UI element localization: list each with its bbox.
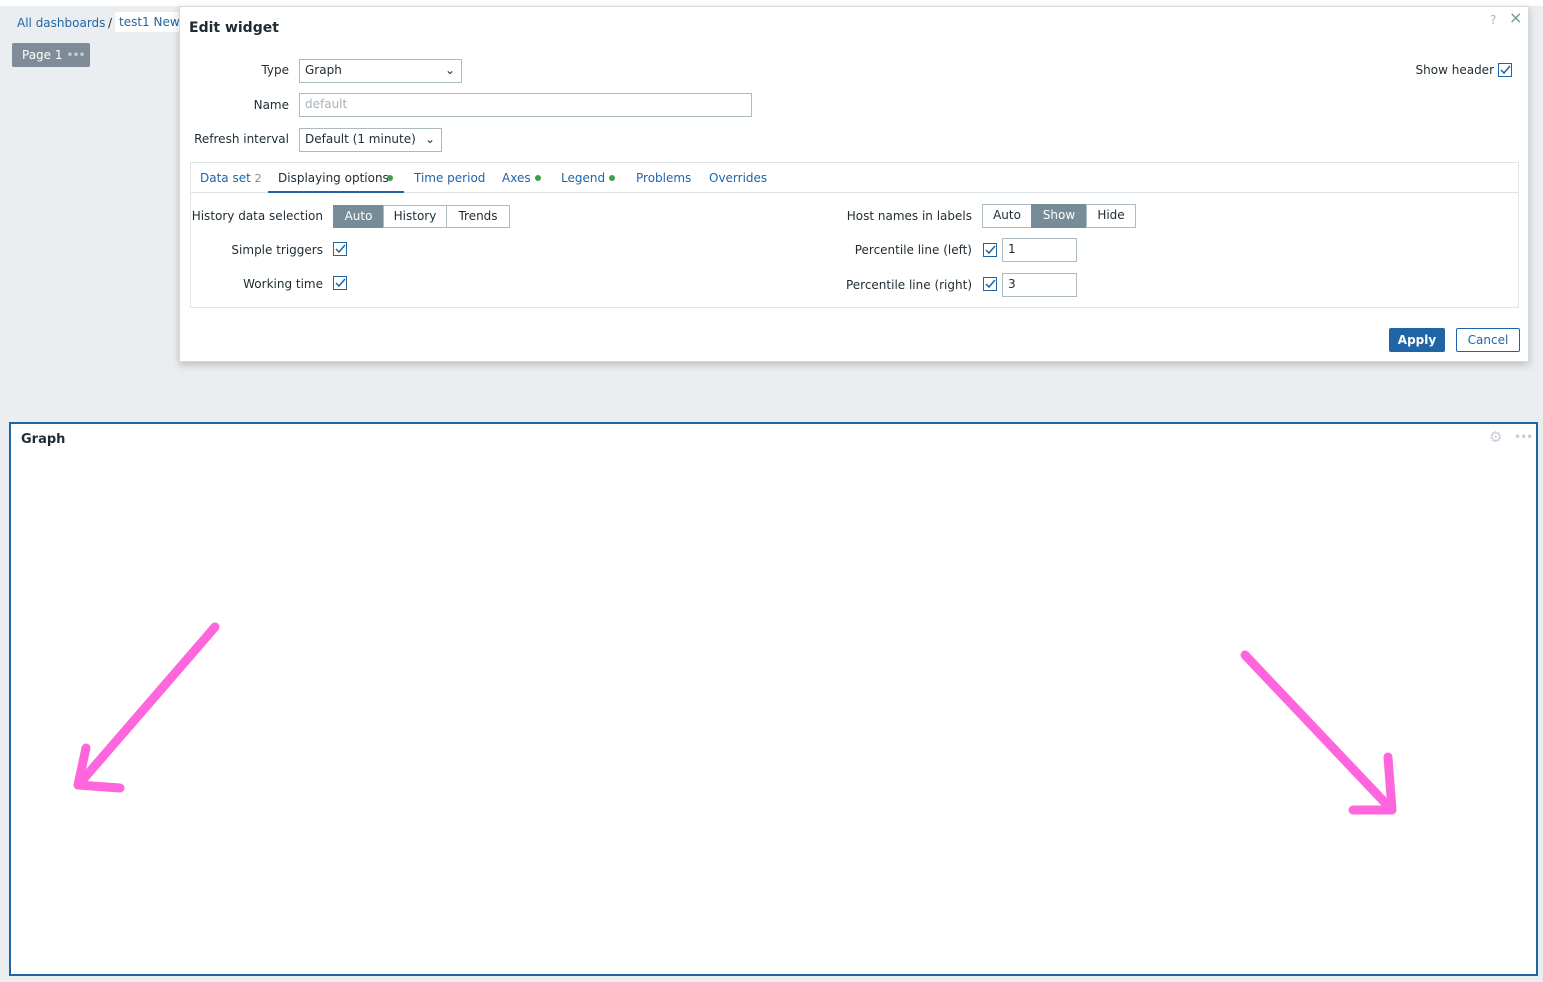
dialog-title: Edit widget (189, 20, 279, 36)
tab-count: 2 (254, 172, 262, 185)
show-header-checkbox[interactable]: 1001010-1-10-100403020100-10-203-06 12:3… (1498, 63, 1512, 77)
tab[interactable]: Axes (502, 171, 531, 185)
cancel-button[interactable]: Cancel (1456, 328, 1520, 352)
page-tab[interactable]: Page 1 ••• (12, 43, 90, 67)
percentile-left-checkbox[interactable] (983, 243, 997, 257)
percentile-left-label: Percentile line (left) (854, 243, 972, 257)
segment[interactable]: Trends (446, 205, 510, 228)
segment[interactable]: Show (1031, 204, 1087, 228)
close-button[interactable]: × (1509, 8, 1523, 27)
tab[interactable]: Time period (414, 171, 486, 185)
type-value: Graph (305, 63, 342, 77)
percentile-right-value: 3 (1008, 277, 1016, 291)
widget-settings[interactable]: ⚙ (1489, 428, 1503, 446)
breadcrumb-current[interactable]: test1 New (115, 12, 184, 32)
percentile-right-input[interactable]: 3 (1002, 273, 1077, 297)
tab-changed-dot (609, 175, 615, 181)
widget-menu[interactable]: ••• (1514, 430, 1533, 444)
name-label: Name (253, 98, 289, 112)
tab[interactable]: Displaying options (278, 171, 389, 185)
breadcrumb-separator: / (108, 16, 113, 30)
tab[interactable]: Data set 2 (200, 170, 262, 187)
refresh-value: Default (1 minute) (305, 132, 416, 146)
tab[interactable]: Legend (561, 171, 606, 185)
working-time-checkbox[interactable] (333, 276, 347, 290)
breadcrumb-root[interactable]: All dashboards (17, 16, 106, 30)
working-time-label: Working time (243, 277, 323, 291)
tab[interactable]: Problems (636, 171, 692, 185)
refresh-label: Refresh interval (194, 132, 289, 146)
percentile-left-value: 1 (1008, 242, 1016, 256)
page-tab-label: Page 1 (22, 48, 63, 62)
apply-button[interactable]: Apply (1389, 328, 1445, 352)
segment[interactable]: History (383, 205, 447, 228)
help-button[interactable]: ? (1490, 13, 1497, 27)
type-label: Type (261, 63, 289, 77)
tab-label: Data set (200, 171, 251, 185)
widget-title: Graph (21, 432, 66, 447)
simple-triggers-label: Simple triggers (231, 243, 323, 257)
arrow-head (1348, 752, 1397, 815)
percentile-left-input[interactable]: 1 (1002, 238, 1077, 262)
segment[interactable]: Auto (982, 204, 1032, 228)
arrow-head (73, 743, 125, 793)
arrow (75, 622, 220, 788)
percentile-right-label: Percentile line (right) (845, 278, 972, 292)
arrow (1240, 650, 1395, 813)
tab-changed-dot (535, 175, 541, 181)
top-bar (0, 0, 1543, 6)
percentile-right-checkbox[interactable] (983, 277, 997, 291)
segment[interactable]: Hide (1086, 204, 1136, 228)
tab-underline (268, 191, 404, 193)
tab-changed-dot (387, 175, 393, 181)
name-input[interactable]: default (299, 93, 752, 117)
history-label: History data selection (191, 209, 323, 223)
name-placeholder: default (305, 97, 348, 111)
tab[interactable]: Overrides (709, 171, 768, 185)
simple-triggers-checkbox[interactable] (333, 242, 347, 256)
tab-divider (190, 192, 1519, 193)
annotation-arrows (73, 622, 1397, 815)
type-select[interactable]: Graph ⌄ (299, 59, 462, 83)
show-header-label: Show header (1415, 63, 1494, 77)
host-names-label: Host names in labels (846, 209, 972, 223)
tab-panel (190, 162, 1519, 308)
refresh-select[interactable]: Default (1 minute) ⌄ (299, 128, 442, 152)
